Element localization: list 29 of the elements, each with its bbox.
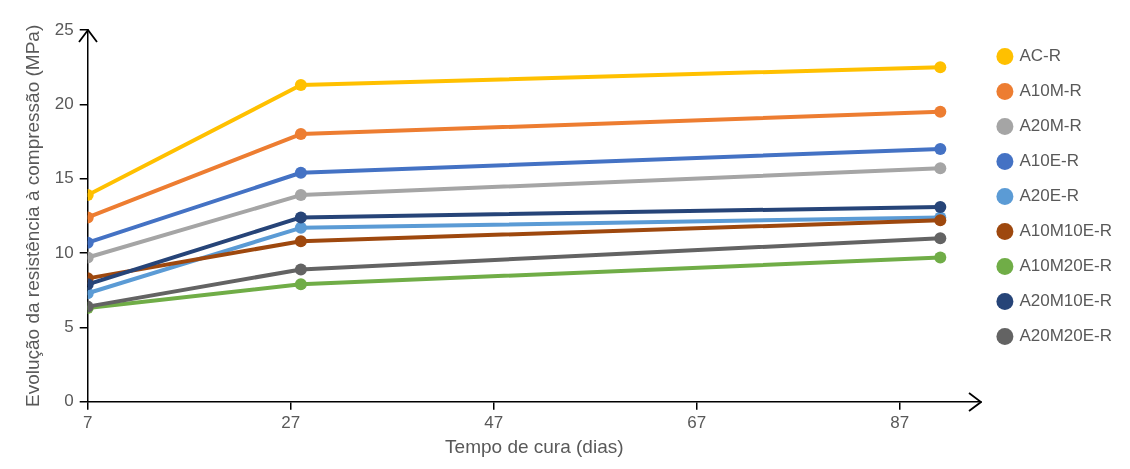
x-tick-label: 67	[687, 412, 707, 432]
y-tick-label: 15	[54, 168, 74, 188]
x-tick-label: 27	[281, 412, 301, 432]
legend-label: A20E-R	[1019, 186, 1079, 206]
y-tick-label: 25	[54, 19, 74, 39]
y-tick-label: 5	[64, 317, 74, 337]
legend-label: A20M10E-R	[1019, 291, 1113, 311]
y-tick-label: 20	[54, 94, 74, 114]
legend-label: A20M20E-R	[1019, 326, 1113, 346]
point	[934, 142, 947, 155]
y-tick-label: 10	[54, 242, 74, 262]
point	[934, 251, 947, 264]
point	[934, 232, 947, 245]
legend-label: A20M-R	[1019, 116, 1082, 136]
legend-label: A10E-R	[1019, 151, 1079, 171]
x-tick-label: 7	[82, 412, 93, 432]
legend-label: A10M10E-R	[1019, 221, 1113, 241]
y-axis-title: Evolução da resistência à compressão (MPa)	[21, 24, 43, 408]
y-tick-label: 0	[64, 391, 74, 411]
x-axis-title: Tempo de cura (dias)	[445, 435, 624, 457]
point	[934, 61, 947, 74]
x-tick-label: 87	[890, 412, 910, 432]
point	[934, 200, 947, 213]
legend-label: A10M20E-R	[1019, 256, 1113, 276]
legend-label: AC-R	[1019, 46, 1061, 66]
point	[934, 162, 947, 175]
legend-label: A10M-R	[1019, 81, 1082, 101]
point	[934, 105, 947, 118]
x-tick-label: 47	[484, 412, 504, 432]
